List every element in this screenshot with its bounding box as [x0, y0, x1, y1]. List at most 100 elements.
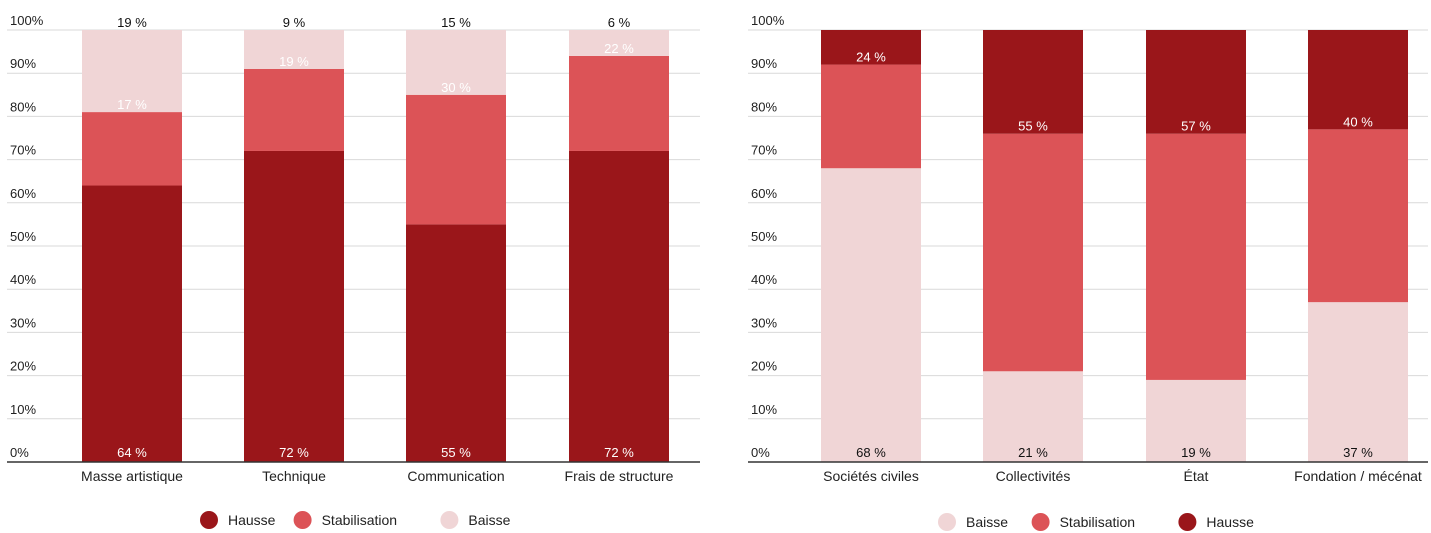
bar-stabilisation-fondation-mecenat[interactable]: [1308, 129, 1408, 303]
legend-swatch: [293, 511, 312, 529]
y-tick-label: 100%: [751, 13, 785, 28]
y-tick-label: 80%: [10, 99, 36, 114]
y-tick-label: 100%: [10, 13, 44, 28]
data-label: 23 %: [1343, 15, 1373, 30]
y-tick-label: 10%: [751, 402, 777, 417]
legend-item-hausse[interactable]: Hausse: [200, 511, 276, 529]
bar-stabilisation-societes-civiles[interactable]: [821, 64, 921, 169]
y-tick-label: 90%: [10, 56, 36, 71]
y-tick-label: 70%: [10, 143, 36, 158]
data-label: 55 %: [441, 445, 471, 460]
legend-label: Baisse: [468, 512, 510, 528]
legend-label: Hausse: [1206, 514, 1254, 530]
bar-stabilisation-collectivites[interactable]: [983, 133, 1083, 372]
data-label: 19 %: [1181, 445, 1211, 460]
y-tick-label: 30%: [751, 315, 777, 330]
bar-hausse-fondation-mecenat[interactable]: [1308, 30, 1408, 130]
bar-hausse-masse-artistique[interactable]: [82, 185, 182, 462]
x-tick-label: Frais de structure: [565, 468, 674, 484]
x-tick-label: Fondation / mécénat: [1294, 468, 1422, 484]
data-label: 24 %: [1181, 15, 1211, 30]
x-tick-label: Technique: [262, 468, 326, 484]
bar-stabilisation-etat[interactable]: [1146, 133, 1246, 380]
bar-hausse-communication[interactable]: [406, 224, 506, 462]
data-label: 68 %: [856, 445, 886, 460]
bar-hausse-etat[interactable]: [1146, 30, 1246, 134]
bar-hausse-collectivites[interactable]: [983, 30, 1083, 134]
y-tick-label: 40%: [751, 272, 777, 287]
data-label: 15 %: [441, 15, 471, 30]
bar-stabilisation-frais-de-structure[interactable]: [569, 55, 669, 151]
legend: Baisse Stabilisation Hausse: [938, 513, 1254, 531]
data-label: 9 %: [283, 15, 306, 30]
legend-swatch: [938, 513, 956, 531]
bar-baisse-societes-civiles[interactable]: [821, 168, 921, 463]
x-axis: Masse artistique Technique Communication Fr…: [81, 468, 674, 484]
bar-baisse-communication[interactable]: [406, 30, 506, 95]
data-label: 24 %: [1018, 15, 1048, 30]
x-axis: Sociétés civiles Collectivités État Fondati…: [823, 468, 1422, 484]
legend-item-baisse[interactable]: Baisse: [938, 513, 1008, 531]
legend-label: Hausse: [228, 512, 276, 528]
y-tick-label: 10%: [10, 402, 36, 417]
data-label: 72 %: [604, 445, 634, 460]
y-tick-label: 70%: [751, 143, 777, 158]
data-label: 19 %: [117, 15, 147, 30]
y-tick-label: 20%: [10, 359, 36, 374]
chart-financement-sources: 0% 10% 20% 30% 40% 50% 60% 70% 80% 90% 100% 68 % 24 …: [748, 13, 1428, 531]
legend-item-stabilisation[interactable]: Stabilisation: [293, 511, 398, 529]
bar-baisse-technique[interactable]: [244, 30, 344, 69]
data-label: 57 %: [1181, 119, 1211, 134]
bar-baisse-fondation-mecenat[interactable]: [1308, 302, 1408, 462]
bar-baisse-frais-de-structure[interactable]: [569, 30, 669, 56]
data-label: 8 %: [860, 15, 883, 30]
y-tick-label: 0%: [751, 445, 770, 460]
bar-stabilisation-technique[interactable]: [244, 68, 344, 151]
x-tick-label: Communication: [407, 468, 504, 484]
legend-item-hausse[interactable]: Hausse: [1178, 513, 1254, 531]
bar-baisse-collectivites[interactable]: [983, 371, 1083, 462]
y-tick-label: 50%: [751, 229, 777, 244]
y-tick-label: 40%: [10, 272, 36, 287]
legend-item-stabilisation[interactable]: Stabilisation: [1031, 513, 1136, 531]
data-label: 24 %: [856, 50, 886, 65]
data-label: 30 %: [441, 80, 471, 95]
bars: [821, 30, 1408, 463]
data-label: 21 %: [1018, 445, 1048, 460]
bar-stabilisation-communication[interactable]: [406, 94, 506, 225]
data-label: 22 %: [604, 41, 634, 56]
y-tick-label: 90%: [751, 56, 777, 71]
y-tick-label: 0%: [10, 445, 29, 460]
legend-swatch: [1178, 513, 1197, 531]
legend-swatch: [200, 511, 218, 529]
data-label: 40 %: [1343, 114, 1373, 129]
data-label: 6 %: [608, 15, 631, 30]
x-tick-label: Masse artistique: [81, 468, 183, 484]
legend-label: Baisse: [966, 514, 1008, 530]
bar-stabilisation-masse-artistique[interactable]: [82, 112, 182, 186]
data-label: 55 %: [1018, 119, 1048, 134]
data-label: 37 %: [1343, 445, 1373, 460]
y-tick-label: 60%: [751, 186, 777, 201]
bar-hausse-societes-civiles[interactable]: [821, 30, 921, 65]
bar-baisse-etat[interactable]: [1146, 379, 1246, 462]
legend-label: Stabilisation: [322, 512, 398, 528]
legend-item-baisse[interactable]: Baisse: [440, 511, 511, 529]
data-label: 64 %: [117, 445, 147, 460]
data-labels: 68 % 24 % 8 % 21 % 55 % 24 % 19 % 57 % 24 % 37 % 4…: [856, 15, 1373, 460]
legend-label: Stabilisation: [1060, 514, 1136, 530]
x-tick-label: État: [1184, 468, 1209, 484]
data-label: 17 %: [117, 97, 147, 112]
bar-baisse-masse-artistique[interactable]: [82, 30, 182, 113]
bar-hausse-frais-de-structure[interactable]: [569, 150, 669, 462]
y-tick-label: 20%: [751, 359, 777, 374]
data-label: 19 %: [279, 54, 309, 69]
data-labels: 64 % 17 % 19 % 72 % 19 % 9 % 55 % 30 % 15 % 72 % 2…: [117, 15, 634, 460]
x-tick-label: Sociétés civiles: [823, 468, 919, 484]
bar-hausse-technique[interactable]: [244, 150, 344, 462]
y-tick-label: 50%: [10, 229, 36, 244]
x-tick-label: Collectivités: [996, 468, 1071, 484]
data-label: 72 %: [279, 445, 309, 460]
y-tick-label: 60%: [10, 186, 36, 201]
